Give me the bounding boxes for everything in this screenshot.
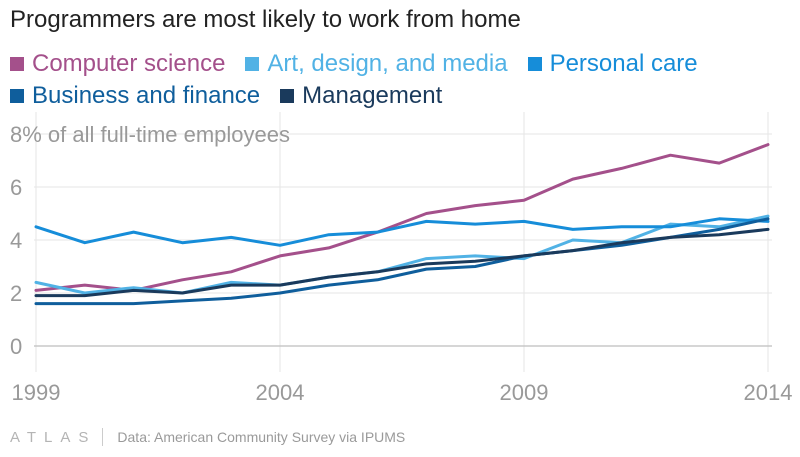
legend-swatch-computer-science xyxy=(10,57,24,71)
legend-item-personal-care: Personal care xyxy=(527,50,698,78)
x-tick-label: 2004 xyxy=(256,380,305,405)
legend-label-computer-science: Computer science xyxy=(32,50,226,77)
legend-swatch-business-finance xyxy=(10,89,24,103)
legend-label-business-finance: Business and finance xyxy=(32,82,261,109)
series-line-personal-care xyxy=(34,217,770,247)
x-tick-label: 1999 xyxy=(12,380,61,405)
chart-title: Programmers are most likely to work from… xyxy=(10,6,521,33)
legend-swatch-personal-care xyxy=(527,57,542,71)
chart-legend: Computer science Art, design, and media … xyxy=(10,48,790,112)
legend-item-computer-science: Computer science xyxy=(10,50,225,78)
legend-swatch-art-design-media xyxy=(245,57,260,71)
footer-divider xyxy=(102,428,104,446)
y-tick-label: 0 xyxy=(10,334,22,359)
legend-item-art-design-media: Art, design, and media xyxy=(245,50,508,78)
legend-label-art-design-media: Art, design, and media xyxy=(267,50,508,77)
x-tick-label: 2014 xyxy=(744,380,793,405)
x-tick-label: 2009 xyxy=(500,380,549,405)
y-tick-label: 6 xyxy=(10,175,22,200)
series-line-management xyxy=(34,227,770,298)
y-tick-label: 2 xyxy=(10,281,22,306)
chart-footer: ATLAS Data: American Community Survey vi… xyxy=(10,428,405,446)
legend-item-business-finance: Business and finance xyxy=(10,82,260,110)
line-chart: 0 2 4 6 8% of all full-time employees 1999 200… xyxy=(10,112,793,405)
legend-swatch-management xyxy=(280,89,295,103)
y-tick-label: 4 xyxy=(10,228,22,253)
series-line-computer-science xyxy=(34,143,770,292)
legend-item-management: Management xyxy=(280,82,442,110)
atlas-logo: ATLAS xyxy=(10,428,97,446)
legend-label-personal-care: Personal care xyxy=(549,50,698,77)
legend-label-management: Management xyxy=(302,82,443,109)
legend-row-1: Computer science Art, design, and media … xyxy=(10,48,790,80)
legend-row-2: Business and finance Management xyxy=(10,80,790,112)
y-tick-label: 8% of all full-time employees xyxy=(10,122,290,147)
source-note: Data: American Community Survey via IPUM… xyxy=(117,429,406,445)
